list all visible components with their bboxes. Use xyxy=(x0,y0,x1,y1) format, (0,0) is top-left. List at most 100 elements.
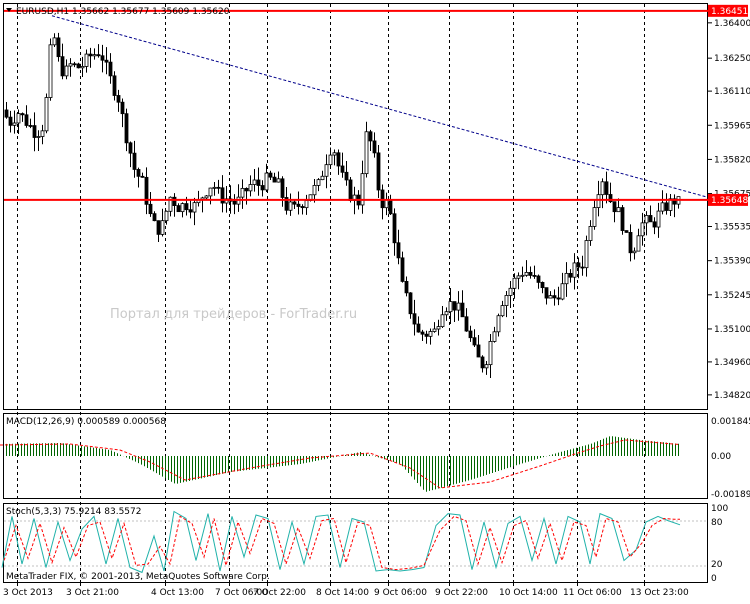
price-tick-label: 1.35245 xyxy=(714,291,750,301)
candle xyxy=(212,182,217,196)
candle xyxy=(464,308,469,332)
candle xyxy=(68,58,73,77)
candle xyxy=(80,56,85,77)
candle xyxy=(448,287,453,325)
candle xyxy=(76,62,81,69)
candle xyxy=(288,193,293,216)
candle xyxy=(220,175,225,213)
candle xyxy=(440,306,445,328)
candle xyxy=(84,49,89,73)
price-tick-label: 1.35820 xyxy=(714,155,750,165)
candle xyxy=(640,212,645,246)
candle xyxy=(420,329,425,341)
price-tick-label: 1.35390 xyxy=(714,257,750,267)
candle xyxy=(408,292,413,319)
price-tick-label: 1.35535 xyxy=(714,223,750,233)
candle xyxy=(28,118,33,129)
candle xyxy=(480,355,485,373)
candle xyxy=(668,193,673,216)
candle xyxy=(512,273,517,299)
candle xyxy=(360,160,365,214)
candle xyxy=(180,202,185,218)
candle xyxy=(324,154,329,189)
candle xyxy=(560,272,565,301)
candle xyxy=(520,266,525,282)
candle xyxy=(500,300,505,318)
candle xyxy=(136,167,141,188)
chevron-down-icon[interactable] xyxy=(6,8,12,12)
candle xyxy=(584,235,589,277)
candle xyxy=(252,168,257,192)
candle xyxy=(148,192,153,217)
candle xyxy=(216,179,221,194)
candle xyxy=(572,253,577,290)
candle xyxy=(636,228,641,252)
candle xyxy=(348,176,353,203)
candle xyxy=(628,224,633,262)
candle xyxy=(644,211,649,236)
candle xyxy=(320,170,325,181)
candle xyxy=(56,32,61,62)
candle xyxy=(368,129,373,151)
candle xyxy=(556,286,561,306)
stoch-signal-line xyxy=(3,515,680,571)
candle xyxy=(524,260,529,277)
candle xyxy=(192,197,197,226)
candle xyxy=(8,110,13,133)
candle xyxy=(248,175,253,197)
macd-tick-label: -0.001893 xyxy=(711,490,750,500)
candle xyxy=(280,176,285,207)
candle xyxy=(16,109,21,135)
time-axis: 3 Oct 2013 3 Oct 21:00 4 Oct 13:00 7 Oct 06… xyxy=(3,582,689,598)
candle xyxy=(176,203,181,213)
chart-header: EURUSD,H1 1.35662 1.35677 1.35609 1.3562… xyxy=(6,7,230,17)
candle xyxy=(152,211,157,222)
price-tick-label: 1.34960 xyxy=(714,358,750,368)
candle xyxy=(544,287,549,305)
time-tick-label: 9 Oct 06:00 xyxy=(374,588,427,598)
candle xyxy=(404,276,409,297)
candle xyxy=(156,220,161,242)
price-tick-label: 1.34820 xyxy=(714,391,750,401)
candle xyxy=(244,187,249,205)
watermark: Портал для трейдеров - ForTrader.ru xyxy=(110,307,357,322)
candle xyxy=(460,290,465,318)
candle xyxy=(612,201,617,223)
time-tick-label: 3 Oct 21:00 xyxy=(66,588,119,598)
candle xyxy=(400,251,405,283)
candle xyxy=(588,220,593,246)
time-tick-label: 11 Oct 06:00 xyxy=(563,588,622,598)
candle xyxy=(548,291,553,299)
candle xyxy=(376,145,381,198)
symbol-label: EURUSD,H1 xyxy=(16,7,69,17)
stoch-levels xyxy=(4,520,707,567)
candle xyxy=(128,141,133,168)
trendline[interactable] xyxy=(51,15,708,198)
candle xyxy=(36,130,41,152)
candle xyxy=(112,71,117,101)
time-tick-label: 8 Oct 14:00 xyxy=(316,588,369,598)
macd-signal-line xyxy=(0,439,681,489)
candle xyxy=(344,160,349,186)
candle xyxy=(44,93,49,134)
candle xyxy=(372,132,377,158)
candle xyxy=(172,193,177,217)
candle xyxy=(256,167,261,196)
candle xyxy=(312,178,317,203)
candle xyxy=(120,98,125,128)
horizontal-lines[interactable]: 1.36451 1.35648 xyxy=(4,4,748,206)
candle xyxy=(4,102,9,119)
stoch-tick-label: 80 xyxy=(711,518,723,528)
candle xyxy=(92,48,97,60)
candle xyxy=(164,210,169,225)
price-tag: 1.35648 xyxy=(708,193,748,206)
ohlc-label: 1.35662 1.35677 1.35609 1.35620 xyxy=(72,7,230,17)
candle xyxy=(580,255,585,276)
candle xyxy=(260,180,265,197)
macd-indicator-label: MACD(12,26,9) 0.000589 0.000568 xyxy=(6,417,166,427)
price-tick-label: 1.36110 xyxy=(714,87,750,97)
candle xyxy=(116,89,121,112)
time-tick-label: 7 Oct 22:00 xyxy=(253,588,306,598)
